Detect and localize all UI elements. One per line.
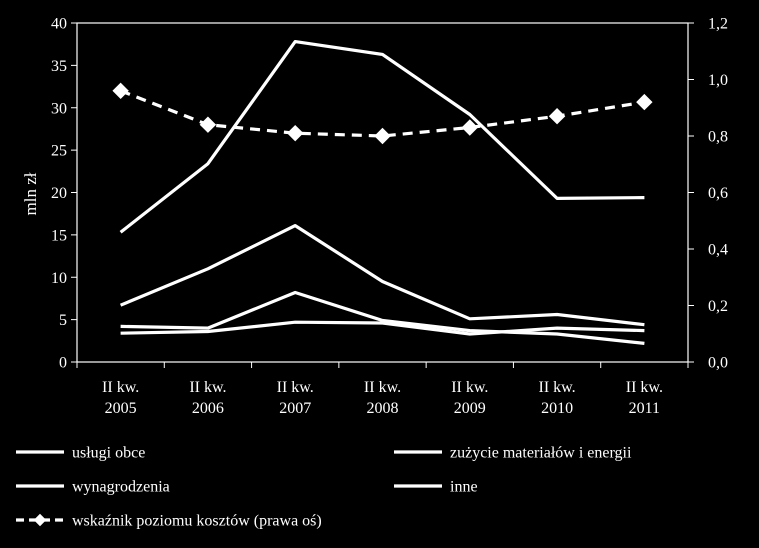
y-left-tick-label: 15 (51, 227, 67, 244)
x-tick-label: II kw. 2008 (364, 379, 401, 417)
x-tick-label-line: II kw. (451, 379, 488, 396)
y-right-tick-label: 0,8 (708, 129, 728, 146)
series-point-diamond (199, 116, 217, 133)
x-tick-label: II kw. 2007 (277, 379, 314, 417)
legend-label: inne (450, 479, 478, 496)
y-left-tick-label: 0 (59, 355, 67, 372)
x-tick-label-line: 2010 (541, 400, 573, 417)
x-tick-label-line: II kw. (102, 379, 139, 396)
x-tick-label: II kw. 2005 (102, 379, 139, 417)
x-tick-label: II kw. 2011 (626, 379, 663, 417)
y-left-tick-label: 40 (51, 16, 67, 33)
legend-label: usługi obce (72, 445, 145, 462)
x-tick-label-line: 2005 (105, 400, 137, 417)
x-tick-label: II kw. 2009 (451, 379, 488, 417)
series-point-diamond (112, 82, 129, 100)
series-point-diamond (374, 127, 391, 145)
legend-label: wskaźnik poziomu kosztów (prawa oś) (72, 513, 322, 530)
y-left-tick-label: 5 (59, 312, 67, 329)
series-point-diamond (287, 124, 304, 142)
y-left-tick-label: 25 (51, 143, 67, 160)
y-left-tick-label: 30 (51, 100, 67, 117)
y-left-tick-label: 35 (51, 58, 67, 75)
legend-swatch-marker (33, 513, 47, 527)
series-line-3 (119, 224, 645, 327)
x-tick-label-line: 2008 (367, 400, 399, 417)
x-tick-label-line: II kw. (277, 379, 314, 396)
series-point-diamond (461, 119, 478, 136)
x-tick-label-line: 2007 (279, 400, 311, 417)
x-tick-label-line: 2011 (629, 400, 660, 417)
y-right-tick-label: 0,4 (708, 242, 728, 259)
y-right-tick-label: 0,6 (708, 185, 728, 202)
series-line-2 (120, 290, 645, 345)
x-tick-label-line: II kw. (189, 379, 226, 396)
y-axis-left-title: mln zł (21, 172, 40, 215)
x-tick-label-line: II kw. (364, 379, 401, 396)
x-tick-label: II kw. 2006 (189, 379, 226, 417)
y-right-tick-label: 0,0 (708, 355, 728, 372)
legend-label: zużycie materiałów i energii (450, 445, 632, 462)
plot-area: 0 5 10 15 20 25 30 35 40 0,0 0,2 0,4 0,6 0,8 1,0 1,2 II … (51, 16, 728, 418)
x-tick-label: II kw. 2010 (538, 379, 575, 417)
x-tick-label-line: 2009 (454, 400, 486, 417)
y-right-tick-label: 0,2 (708, 298, 728, 315)
y-left-tick-label: 10 (51, 270, 67, 287)
y-right-tick-label: 1,2 (708, 16, 728, 33)
series-line-4 (120, 320, 645, 336)
series-point-diamond (636, 93, 653, 111)
legend-label: wynagrodzenia (72, 479, 170, 496)
x-tick-label-line: II kw. (538, 379, 575, 396)
x-tick-label-line: II kw. (626, 379, 663, 396)
legend: usługi obce wynagrodzenia zużycie materiał… (16, 445, 632, 530)
x-tick-label-line: 2006 (192, 400, 224, 417)
series-point-diamond (548, 108, 566, 125)
y-right-tick-label: 1,0 (708, 72, 728, 89)
y-left-tick-label: 20 (51, 185, 67, 202)
series-line-1 (119, 39, 645, 234)
